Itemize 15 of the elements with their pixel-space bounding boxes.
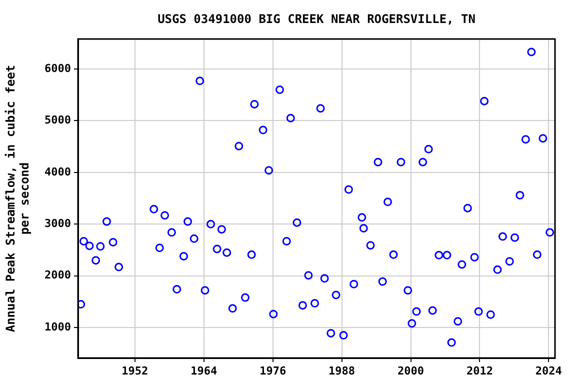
y-tick-label: 3000	[44, 217, 71, 230]
y-tick-label: 5000	[44, 114, 71, 127]
y-tick-label: 1000	[44, 320, 71, 334]
x-tick-label: 1988	[328, 364, 356, 378]
y-axis-title: Annual Peak Streamflow, in cubic feet per second	[3, 64, 32, 332]
y-tick-label: 4000	[44, 165, 71, 178]
x-tick-label: 1952	[122, 364, 148, 378]
x-tick-label: 2024	[535, 364, 562, 378]
chart-title: USGS 03491000 BIG CREEK NEAR ROGERSVILLE, TN	[158, 12, 476, 26]
x-tick-label: 1976	[260, 364, 286, 378]
x-tick-label: 1964	[190, 364, 218, 378]
y-tick-label: 2000	[44, 268, 71, 282]
y-tick-label: 6000	[44, 62, 71, 75]
x-tick-label: 2000	[398, 364, 424, 378]
x-tick-label: 2012	[466, 364, 493, 378]
